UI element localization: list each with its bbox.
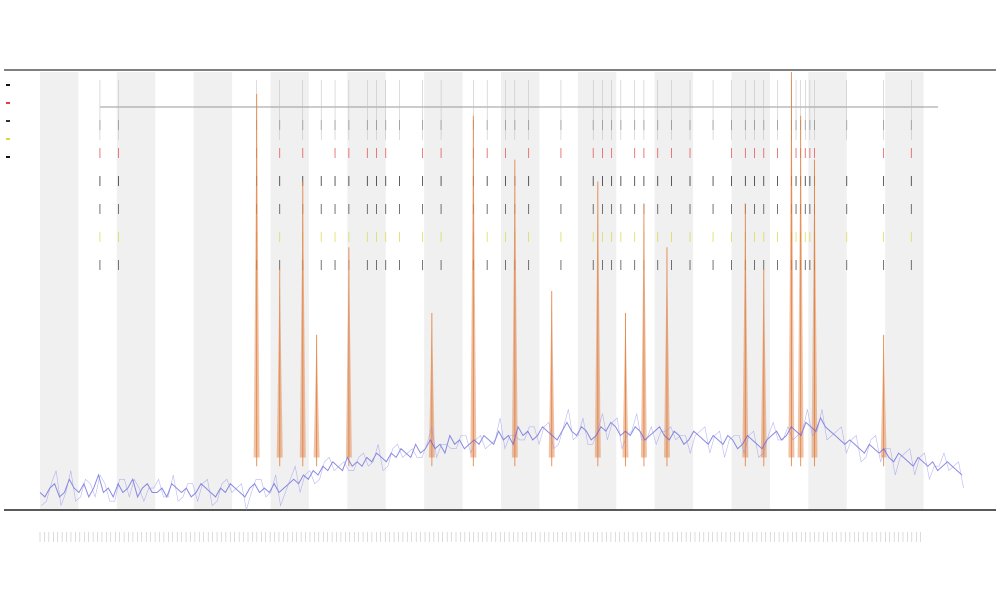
legend-marker: [6, 120, 10, 122]
shaded-band: [885, 72, 924, 510]
legend-marker: [6, 102, 10, 104]
shaded-band: [654, 72, 694, 510]
shaded-band: [501, 72, 540, 510]
shaded-band: [193, 72, 233, 510]
legend-marker: [6, 138, 10, 140]
shaded-band: [347, 72, 386, 510]
series-line-blue: [39, 416, 963, 499]
series-line-blue-texture: [41, 409, 964, 511]
shaded-band: [40, 72, 79, 510]
shaded-band: [116, 72, 156, 510]
shaded-band: [424, 72, 463, 510]
shaded-band: [577, 72, 617, 510]
legend-marker: [6, 84, 10, 86]
legend-marker: [6, 156, 10, 158]
